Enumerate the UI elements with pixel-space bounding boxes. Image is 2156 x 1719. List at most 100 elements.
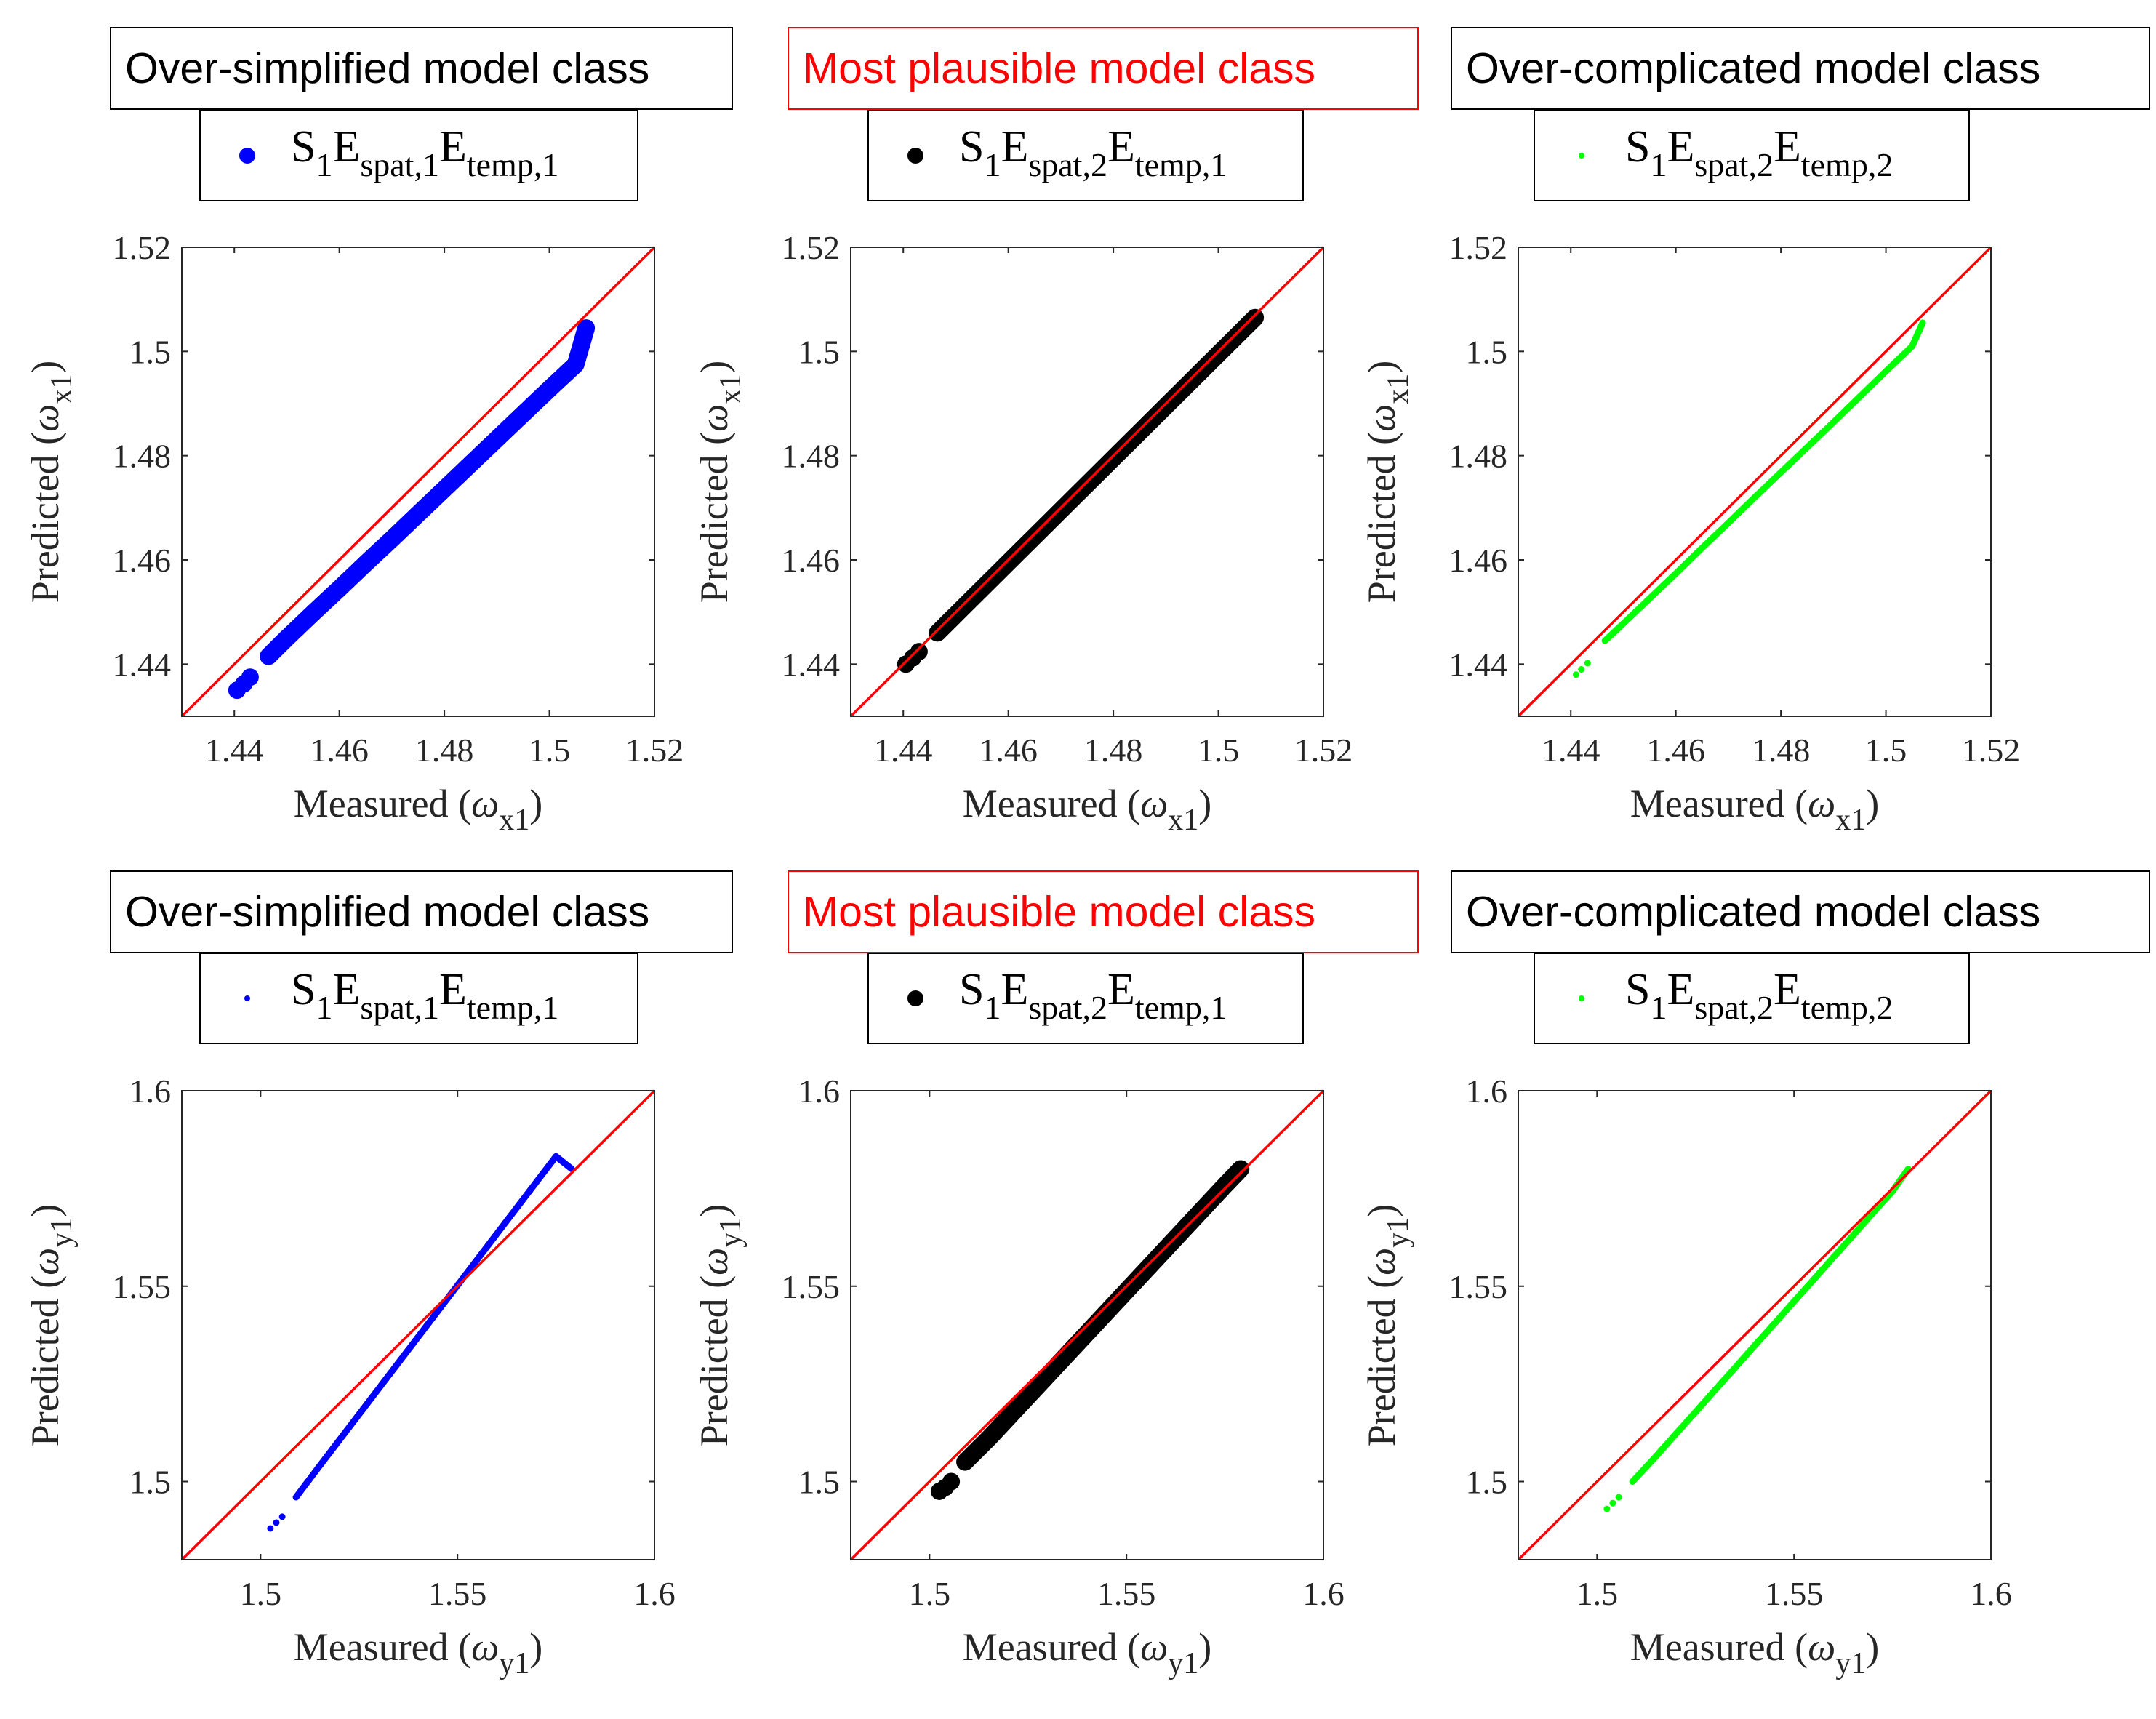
y-axis-label: Predicted (ωy1) — [1360, 1204, 1415, 1447]
y-tick-label: 1.52 — [113, 229, 172, 266]
panel-title: Most plausible model class — [803, 44, 1315, 92]
x-tick-label: 1.5 — [1576, 1575, 1619, 1612]
y-tick-label: 1.48 — [1449, 438, 1508, 475]
x-tick-label: 1.46 — [310, 732, 369, 769]
x-tick-label: 1.55 — [1765, 1575, 1824, 1612]
x-tick-label: 1.55 — [428, 1575, 487, 1612]
y-tick-label: 1.6 — [1466, 1073, 1508, 1110]
y-tick-label: 1.44 — [782, 646, 841, 683]
legend-box — [1534, 953, 1970, 1044]
panel-title: Over-simplified model class — [125, 888, 649, 936]
x-tick-label: 1.5 — [240, 1575, 282, 1612]
data-point — [278, 1513, 286, 1520]
reference-line — [849, 1089, 1325, 1561]
reference-line — [849, 246, 1325, 718]
title-box — [788, 870, 1419, 953]
axes-frame — [850, 247, 1324, 717]
panel-6: Over-complicated model class S1Espat,2Ete… — [1360, 870, 2150, 1680]
reference-line — [180, 1089, 656, 1561]
y-tick-label: 1.55 — [113, 1268, 172, 1305]
legend-marker — [907, 990, 923, 1006]
data-point — [1603, 1505, 1611, 1512]
title-box — [110, 870, 733, 953]
y-tick-label: 1.5 — [798, 1464, 841, 1501]
data-point — [1578, 666, 1585, 673]
y-tick-label: 1.5 — [798, 333, 841, 370]
axes-frame — [1518, 1090, 1992, 1560]
data-point — [267, 1525, 274, 1532]
panel-title: Over-complicated model class — [1466, 888, 2040, 936]
legend-label: S1Espat,2Etemp,1 — [959, 965, 1227, 1026]
panel-2: Most plausible model class S1Espat,2Etemp… — [692, 27, 1419, 837]
x-tick-label: 1.52 — [1294, 732, 1353, 769]
x-tick-label: 1.46 — [1646, 732, 1705, 769]
x-axis-label: Measured (ωy1) — [1630, 1625, 1880, 1680]
reference-line — [180, 246, 656, 718]
y-tick-label: 1.52 — [782, 229, 841, 266]
x-tick-label: 1.44 — [205, 732, 264, 769]
data-point — [1615, 1494, 1622, 1501]
data-series — [267, 1153, 575, 1532]
y-tick-label: 1.6 — [798, 1073, 841, 1110]
legend-label: S1Espat,1Etemp,1 — [291, 965, 558, 1026]
x-tick-label: 1.44 — [1542, 732, 1600, 769]
panel-4: Over-simplified model class S1Espat,1Etem… — [23, 870, 733, 1680]
x-tick-label: 1.44 — [874, 732, 933, 769]
data-point — [273, 1519, 280, 1526]
axes-frame — [1518, 247, 1992, 717]
y-axis-label: Predicted (ωx1) — [1360, 361, 1415, 604]
x-axis-label: Measured (ωx1) — [294, 782, 543, 837]
legend-marker — [1579, 153, 1584, 159]
legend-label: S1Espat,2Etemp,2 — [1625, 965, 1893, 1026]
x-tick-label: 1.52 — [1962, 732, 2021, 769]
data-point — [1246, 308, 1265, 326]
y-tick-label: 1.46 — [782, 542, 841, 579]
y-tick-label: 1.46 — [1449, 542, 1508, 579]
x-tick-label: 1.48 — [1084, 732, 1143, 769]
y-tick-label: 1.5 — [1466, 1464, 1508, 1501]
data-series — [1572, 319, 1926, 678]
y-tick-label: 1.5 — [129, 333, 172, 370]
x-tick-label: 1.6 — [1970, 1575, 2012, 1612]
legend-marker — [244, 995, 250, 1001]
legend-box — [199, 110, 638, 201]
axes-frame — [181, 247, 655, 717]
data-point — [1919, 319, 1926, 326]
y-axis-label: Predicted (ωy1) — [692, 1204, 748, 1447]
legend-box — [867, 953, 1304, 1044]
x-tick-label: 1.5 — [1865, 732, 1907, 769]
x-tick-label: 1.6 — [1302, 1575, 1345, 1612]
data-point — [1232, 1160, 1250, 1178]
legend-label: S1Espat,2Etemp,1 — [959, 122, 1227, 183]
legend-box — [1534, 110, 1970, 201]
legend-label: S1Espat,2Etemp,2 — [1625, 122, 1893, 183]
x-axis-label: Measured (ωy1) — [963, 1625, 1212, 1680]
data-point — [241, 668, 259, 686]
panel-title: Over-simplified model class — [125, 44, 649, 92]
title-box — [110, 27, 733, 110]
panel-title: Most plausible model class — [803, 888, 1315, 936]
x-axis-label: Measured (ωx1) — [1630, 782, 1880, 837]
y-tick-label: 1.48 — [782, 438, 841, 475]
y-tick-label: 1.55 — [1449, 1268, 1508, 1305]
legend-marker — [907, 148, 923, 164]
reference-line — [1517, 1089, 1992, 1561]
y-tick-label: 1.46 — [113, 542, 172, 579]
x-axis-label: Measured (ωy1) — [294, 1625, 543, 1680]
data-point — [577, 319, 596, 337]
panel-1: Over-simplified model class S1Espat,1Etem… — [23, 27, 733, 837]
panel-title: Over-complicated model class — [1466, 44, 2040, 92]
y-tick-label: 1.44 — [1449, 646, 1508, 683]
data-point — [942, 1472, 961, 1491]
x-tick-label: 1.55 — [1097, 1575, 1156, 1612]
data-series — [897, 308, 1265, 673]
y-tick-label: 1.52 — [1449, 229, 1508, 266]
title-box — [1451, 27, 2150, 110]
data-point — [910, 643, 928, 661]
axes-frame — [181, 1090, 655, 1560]
x-tick-label: 1.5 — [1198, 732, 1240, 769]
title-box — [788, 27, 1419, 110]
reference-line — [1517, 246, 1992, 718]
y-tick-label: 1.5 — [1466, 333, 1508, 370]
x-tick-label: 1.5 — [529, 732, 571, 769]
